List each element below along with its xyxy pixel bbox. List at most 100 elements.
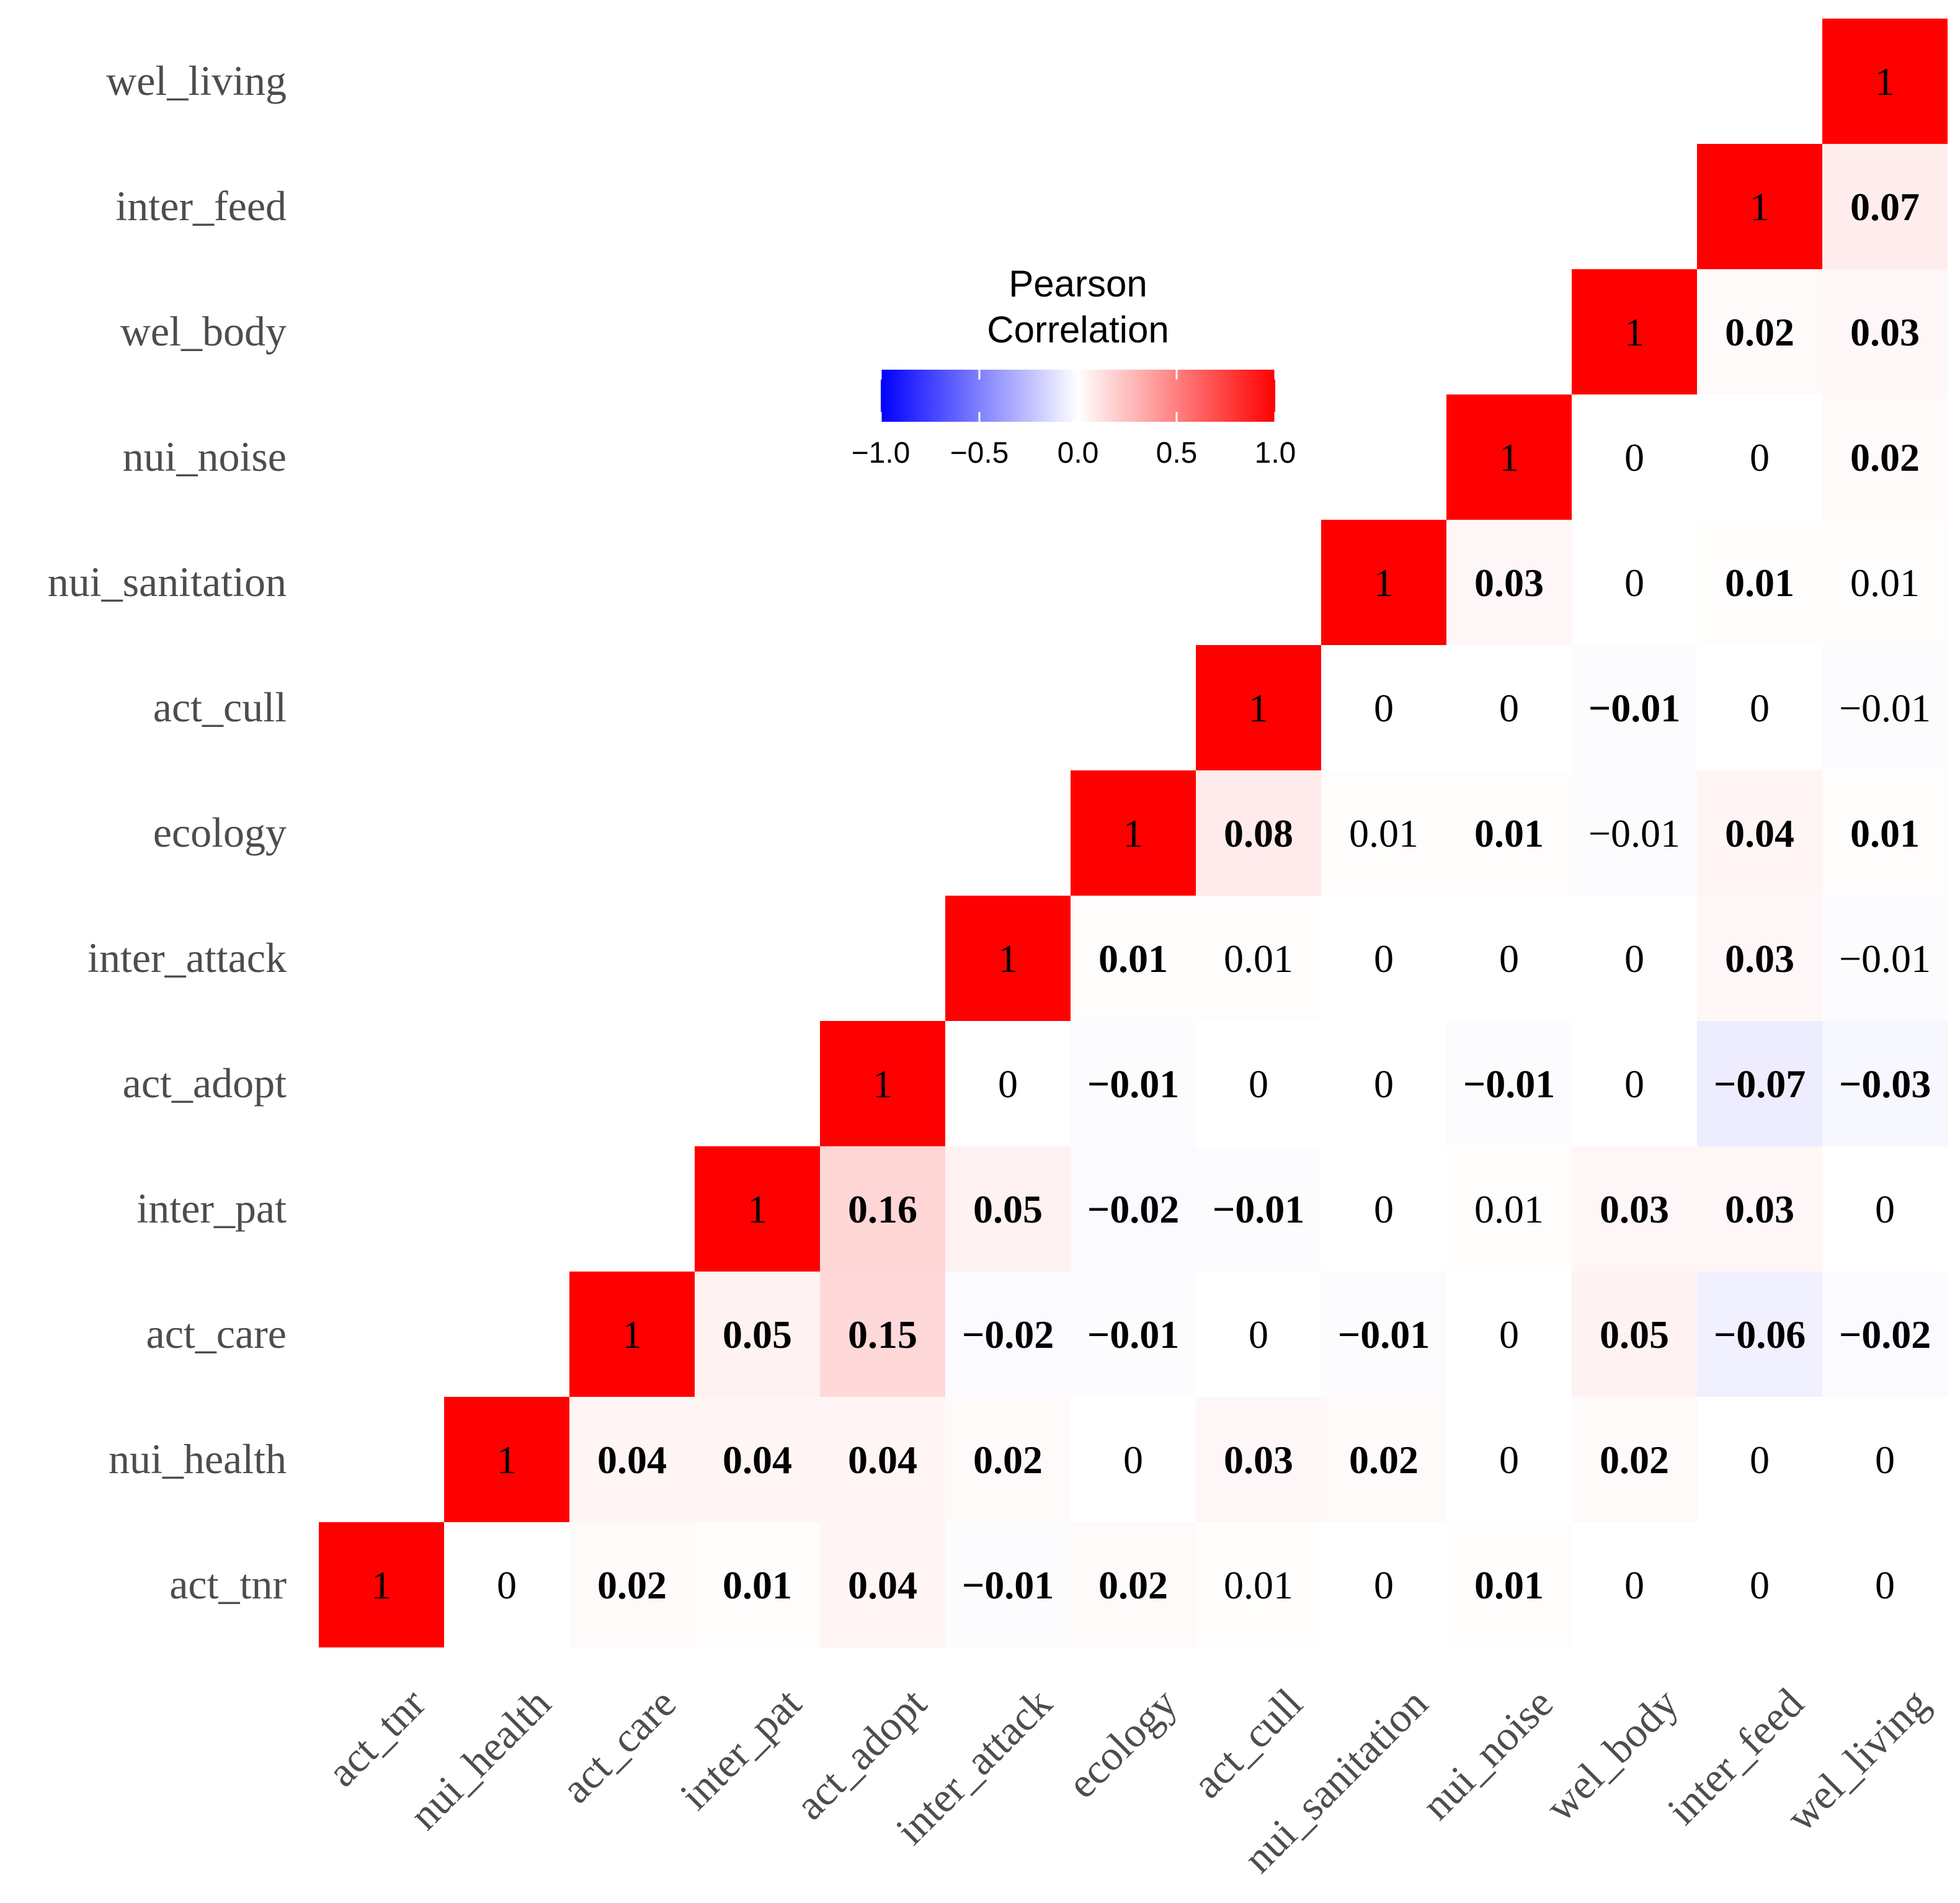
cell-label-wel_body-wel_body: 1 (1624, 310, 1644, 354)
y-tick-label-act_cull: act_cull (153, 684, 287, 731)
legend-tick-label: 0.0 (1058, 437, 1099, 470)
heatmap-cell-inter_feed-act_cull (1697, 645, 1822, 770)
heatmap-cell-ecology-inter_attack (1071, 896, 1196, 1021)
cell-label-inter_attack-nui_health: 0.02 (973, 1438, 1043, 1482)
heatmap-cell-wel_body-inter_pat (1572, 1146, 1697, 1272)
heatmap-cell-inter_attack-act_care (945, 1272, 1071, 1397)
cell-label-inter_attack-act_adopt: 0 (998, 1062, 1018, 1106)
cell-label-inter_attack-inter_attack: 1 (998, 937, 1018, 981)
heatmap-cell-wel_body-act_cull (1572, 645, 1697, 770)
heatmap-cell-ecology-ecology (1071, 770, 1196, 896)
x-axis: act_tnrnui_healthact_careinter_patact_ad… (318, 1679, 1938, 1881)
heatmap-cell-wel_body-act_care (1572, 1272, 1697, 1397)
heatmap-cell-wel_living-wel_living (1822, 19, 1948, 144)
legend-ticks: −1.0 −0.5 0.0 0.5 1.0 (852, 370, 1296, 470)
cell-label-act_care-nui_health: 0.04 (597, 1438, 667, 1482)
heatmap-cell-act_cull-inter_pat (1196, 1146, 1321, 1272)
cell-label-ecology-inter_pat: −0.02 (1087, 1187, 1179, 1231)
heatmap-cell-nui_sanitation-nui_sanitation (1321, 520, 1446, 645)
heatmap-cell-ecology-act_tnr (1071, 1522, 1196, 1647)
heatmap-cell-act_adopt-act_care (820, 1272, 945, 1397)
heatmap-cell-wel_living-act_care (1822, 1272, 1948, 1397)
heatmap-cell-nui_noise-act_cull (1446, 645, 1572, 770)
heatmap-cell-act_cull-inter_attack (1196, 896, 1321, 1021)
cell-label-inter_feed-wel_body: 0.02 (1725, 310, 1794, 354)
heatmap-cell-ecology-inter_pat (1071, 1146, 1196, 1272)
y-tick-label-wel_body: wel_body (120, 308, 287, 355)
heatmap-cell-act_cull-act_care (1196, 1272, 1321, 1397)
heatmap-cell-inter_feed-nui_sanitation (1697, 520, 1822, 645)
cell-label-nui_noise-act_tnr: 0.01 (1474, 1563, 1544, 1607)
y-tick-label-inter_pat: inter_pat (136, 1185, 287, 1232)
heatmap-cell-inter_feed-inter_feed (1697, 144, 1822, 269)
heatmap-cell-act_care-act_care (569, 1272, 695, 1397)
cell-label-inter_feed-nui_sanitation: 0.01 (1725, 561, 1794, 605)
cell-label-act_adopt-inter_pat: 0.16 (848, 1187, 917, 1231)
cell-label-inter_attack-act_care: −0.02 (962, 1312, 1054, 1357)
heatmap-cell-act_cull-act_cull (1196, 645, 1321, 770)
heatmap-cell-act_care-nui_health (569, 1397, 695, 1522)
legend-tick-label: 1.0 (1255, 437, 1296, 470)
heatmap-cell-wel_living-nui_sanitation (1822, 520, 1948, 645)
cell-label-inter_feed-act_care: −0.06 (1714, 1312, 1806, 1357)
heatmap-cell-wel_body-act_adopt (1572, 1021, 1697, 1146)
cell-label-inter_feed-inter_feed: 1 (1750, 185, 1770, 229)
heatmap-cell-inter_pat-inter_pat (695, 1146, 820, 1272)
heatmap-cell-nui_sanitation-act_adopt (1321, 1021, 1446, 1146)
heatmap-cell-inter_attack-nui_health (945, 1397, 1071, 1522)
x-tick-label-act_tnr: act_tnr (318, 1679, 434, 1795)
heatmap-cell-nui_noise-inter_attack (1446, 896, 1572, 1021)
heatmap-cell-inter_pat-nui_health (695, 1397, 820, 1522)
heatmap-cell-inter_pat-act_tnr (695, 1522, 820, 1647)
heatmap-cell-ecology-nui_health (1071, 1397, 1196, 1522)
cell-label-wel_living-inter_pat: 0 (1875, 1187, 1895, 1231)
cell-label-nui_sanitation-act_tnr: 0 (1374, 1563, 1394, 1607)
cell-label-nui_noise-nui_sanitation: 0.03 (1474, 561, 1544, 605)
cell-label-wel_living-nui_sanitation: 0.01 (1850, 561, 1920, 605)
heatmap-cell-nui_noise-ecology (1446, 770, 1572, 896)
legend-title-line-2: Correlation (987, 309, 1169, 350)
y-tick-label-nui_noise: nui_noise (123, 433, 287, 480)
heatmap-cell-nui_noise-act_tnr (1446, 1522, 1572, 1647)
heatmap-cell-wel_living-ecology (1822, 770, 1948, 896)
cell-label-act_cull-inter_attack: 0.01 (1224, 937, 1293, 981)
cell-label-act_cull-act_care: 0 (1249, 1312, 1268, 1357)
heatmap-cell-nui_sanitation-nui_health (1321, 1397, 1446, 1522)
heatmap-cell-inter_attack-inter_pat (945, 1146, 1071, 1272)
heatmap-cell-inter_feed-act_care (1697, 1272, 1822, 1397)
heatmap-cell-ecology-act_adopt (1071, 1021, 1196, 1146)
cell-label-nui_noise-act_adopt: −0.01 (1463, 1062, 1555, 1106)
heatmap-cell-inter_feed-nui_health (1697, 1397, 1822, 1522)
heatmap-cell-wel_living-inter_pat (1822, 1146, 1948, 1272)
y-tick-label-inter_attack: inter_attack (87, 934, 287, 981)
heatmap-cell-wel_living-act_tnr (1822, 1522, 1948, 1647)
heatmap-cell-inter_feed-nui_noise (1697, 394, 1822, 520)
cell-label-nui_noise-act_care: 0 (1499, 1312, 1519, 1357)
heatmap-cell-inter_pat-act_care (695, 1272, 820, 1397)
cell-label-ecology-ecology: 1 (1123, 811, 1143, 855)
cell-label-wel_body-inter_attack: 0 (1624, 937, 1644, 981)
cell-label-ecology-act_tnr: 0.02 (1098, 1563, 1168, 1607)
cell-label-nui_noise-act_cull: 0 (1499, 686, 1519, 730)
heatmap-cell-nui_noise-act_adopt (1446, 1021, 1572, 1146)
heatmap-cell-wel_body-wel_body (1572, 269, 1697, 394)
heatmap-cell-act_care-act_tnr (569, 1522, 695, 1647)
heatmap-cell-wel_body-act_tnr (1572, 1522, 1697, 1647)
heatmap-cell-ecology-act_care (1071, 1272, 1196, 1397)
cell-label-wel_living-inter_attack: −0.01 (1839, 937, 1931, 981)
cell-label-inter_pat-nui_health: 0.04 (723, 1438, 792, 1482)
heatmap-cell-nui_sanitation-act_tnr (1321, 1522, 1446, 1647)
y-tick-label-nui_health: nui_health (109, 1435, 287, 1482)
cell-label-ecology-inter_attack: 0.01 (1098, 937, 1168, 981)
heatmap-cell-act_tnr-act_tnr (319, 1522, 444, 1647)
cell-label-act_care-act_tnr: 0.02 (597, 1563, 667, 1607)
cell-label-ecology-act_care: −0.01 (1087, 1312, 1179, 1357)
x-tick-label-act_care: act_care (552, 1679, 685, 1812)
cell-label-nui_health-act_tnr: 0 (497, 1563, 517, 1607)
heatmap-cell-labels: 1 0 0.02 0.01 0.04 −0.01 0.02 0.01 0 0.01 0 0 01 0.04… (372, 60, 1931, 1607)
heatmap-cell-nui_noise-nui_sanitation (1446, 520, 1572, 645)
cell-label-act_adopt-act_care: 0.15 (848, 1312, 917, 1357)
heatmap-cell-inter_feed-ecology (1697, 770, 1822, 896)
